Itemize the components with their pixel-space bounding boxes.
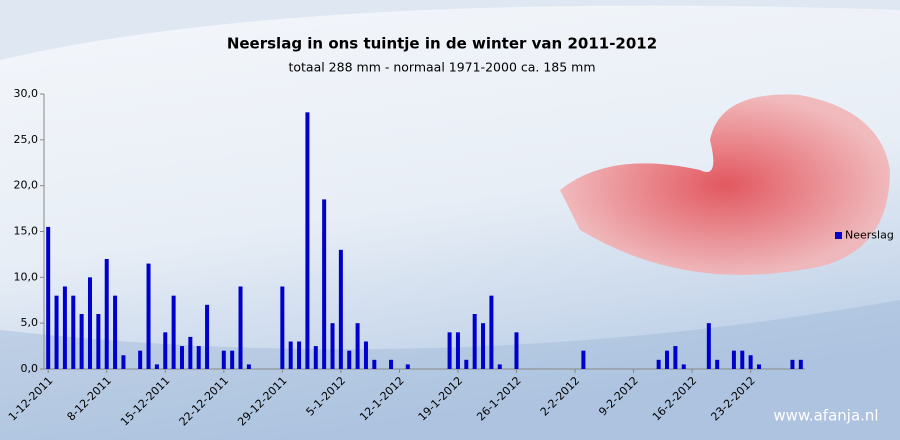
bar bbox=[347, 350, 352, 369]
bar bbox=[138, 350, 143, 369]
bar bbox=[221, 350, 226, 369]
y-tick-label: 5,0 bbox=[21, 316, 39, 329]
bar bbox=[372, 359, 377, 369]
legend-swatch bbox=[835, 232, 842, 239]
decoration bbox=[0, 0, 900, 60]
bar bbox=[405, 364, 410, 369]
bar bbox=[731, 350, 736, 369]
bar bbox=[205, 304, 210, 369]
bar bbox=[246, 364, 251, 369]
bar bbox=[113, 295, 118, 369]
bar bbox=[46, 226, 51, 369]
bar bbox=[673, 346, 678, 369]
chart-subtitle: totaal 288 mm - normaal 1971-2000 ca. 18… bbox=[288, 60, 595, 75]
bar bbox=[179, 346, 184, 369]
y-tick-label: 0,0 bbox=[21, 362, 39, 375]
bar bbox=[305, 112, 310, 369]
bar bbox=[188, 336, 193, 369]
bar bbox=[447, 332, 452, 369]
bar bbox=[338, 249, 343, 369]
y-tick-label: 15,0 bbox=[14, 225, 39, 238]
bar bbox=[464, 359, 469, 369]
bar bbox=[489, 295, 494, 369]
bar bbox=[238, 286, 243, 369]
bar bbox=[798, 359, 803, 369]
bar bbox=[104, 259, 109, 369]
bar bbox=[497, 364, 502, 369]
bar bbox=[355, 323, 360, 369]
legend-label: Neerslag bbox=[845, 229, 894, 242]
y-tick-label: 30,0 bbox=[14, 87, 39, 100]
decoration bbox=[0, 300, 900, 440]
bar bbox=[389, 359, 394, 369]
bar bbox=[790, 359, 795, 369]
y-tick-label: 20,0 bbox=[14, 179, 39, 192]
y-tick-label: 10,0 bbox=[14, 270, 39, 283]
watermark: www.afanja.nl bbox=[773, 407, 878, 425]
decoration bbox=[560, 94, 890, 275]
bar bbox=[706, 323, 711, 369]
bar bbox=[280, 286, 285, 369]
bar bbox=[121, 355, 126, 369]
bar bbox=[514, 332, 519, 369]
bar bbox=[656, 359, 661, 369]
bar bbox=[455, 332, 460, 369]
bar bbox=[472, 314, 477, 369]
bar bbox=[581, 350, 586, 369]
bar bbox=[297, 341, 302, 369]
bar bbox=[87, 277, 92, 369]
bar bbox=[71, 295, 76, 369]
bar bbox=[313, 346, 318, 369]
bar bbox=[163, 332, 168, 369]
bar bbox=[288, 341, 293, 369]
bar bbox=[740, 350, 745, 369]
bar bbox=[665, 350, 670, 369]
bar bbox=[322, 199, 327, 369]
bar bbox=[715, 359, 720, 369]
bar bbox=[171, 295, 176, 369]
bar bbox=[154, 364, 159, 369]
bar bbox=[330, 323, 335, 369]
bar bbox=[62, 286, 67, 369]
bar bbox=[79, 314, 84, 369]
bar bbox=[230, 350, 235, 369]
chart-title: Neerslag in ons tuintje in de winter van… bbox=[227, 35, 657, 53]
bar bbox=[146, 263, 151, 369]
bar bbox=[757, 364, 762, 369]
bar bbox=[54, 295, 59, 369]
bar bbox=[96, 314, 101, 369]
y-tick-label: 25,0 bbox=[14, 133, 39, 146]
bar bbox=[481, 323, 486, 369]
bar bbox=[196, 346, 201, 369]
bar bbox=[748, 355, 753, 369]
bar bbox=[681, 364, 686, 369]
bar bbox=[363, 341, 368, 369]
